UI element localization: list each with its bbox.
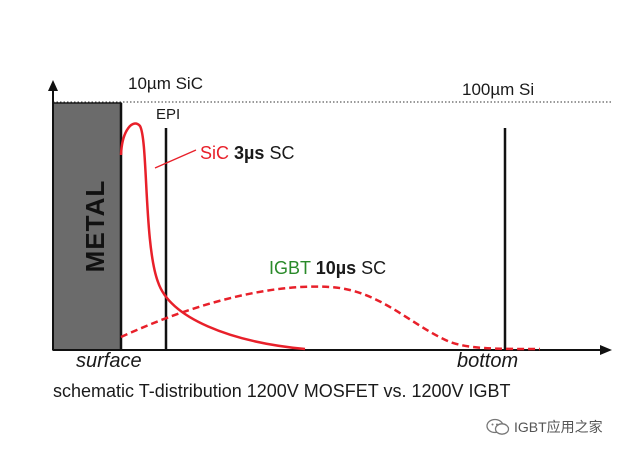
sic-curve (119, 122, 306, 351)
igbt-label-suffix: SC (361, 258, 387, 278)
x-axis-right-label: bottom (457, 350, 519, 372)
watermark: IGBT应用之家 (486, 417, 603, 437)
sic-leader-line (154, 149, 197, 169)
x-axis-left-label: surface (76, 350, 142, 372)
wechat-icon (486, 418, 510, 435)
x-axis-arrow (600, 345, 612, 355)
epi-label: EPI (156, 106, 181, 123)
igbt-label-bold: 10µs (315, 258, 357, 278)
sic-label-suffix: SC (269, 143, 295, 163)
watermark-text: IGBT应用之家 (514, 419, 603, 435)
sic-label-bold: 3µs (234, 143, 265, 163)
top-right-label: 100µm Si (462, 80, 535, 99)
metal-label: METAL (80, 180, 110, 273)
sic-curve-label: SiC 3µs SC (200, 143, 294, 164)
caption: schematic T-distribution 1200V MOSFET vs… (53, 381, 511, 401)
igbt-label-prefix: IGBT (269, 258, 311, 278)
sic-label-prefix: SiC (200, 143, 230, 163)
igbt-curve (120, 285, 541, 351)
y-axis-arrow (48, 80, 58, 91)
igbt-curve-label: IGBT 10µs SC (269, 258, 386, 279)
top-left-label: 10µm SiC (128, 74, 203, 93)
